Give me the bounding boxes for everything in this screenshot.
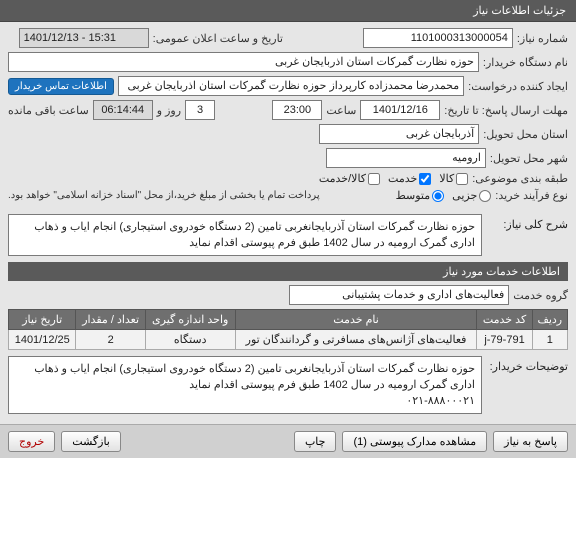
field-deadline-date: 1401/12/16 bbox=[360, 100, 440, 120]
farayand-group: جزیی متوسط bbox=[396, 189, 492, 202]
rdo-motavaset-wrap[interactable]: متوسط bbox=[396, 189, 445, 202]
grid-cell: فعالیت‌های آژانس‌های مسافرتی و گردانندگا… bbox=[235, 330, 477, 350]
grid-cell: j-79-791 bbox=[477, 330, 532, 350]
chk-kala-lbl: کالا bbox=[439, 172, 454, 185]
services-grid: ردیفکد خدمتنام خدمتواحد اندازه گیریتعداد… bbox=[8, 309, 568, 350]
tabaghe-group: کالا خدمت کالا/خدمت bbox=[319, 172, 468, 185]
grid-col-header: کد خدمت bbox=[477, 310, 532, 330]
btn-contact-buyer[interactable]: اطلاعات تماس خریدار bbox=[8, 78, 114, 95]
chk-kalakhedmat[interactable] bbox=[368, 173, 380, 185]
panel-header: جزئیات اطلاعات نیاز bbox=[0, 0, 576, 22]
btn-back[interactable]: بازگشت bbox=[61, 431, 121, 452]
field-group-service: فعالیت‌های اداری و خدمات پشتیبانی bbox=[289, 285, 509, 305]
field-publish-dt: 1401/12/13 - 15:31 bbox=[19, 28, 149, 48]
grid-col-header: واحد اندازه گیری bbox=[145, 310, 235, 330]
lbl-requester: ایجاد کننده درخواست: bbox=[468, 80, 568, 93]
lbl-group-service: گروه خدمت bbox=[513, 289, 568, 302]
grid-cell: دستگاه bbox=[145, 330, 235, 350]
btn-reply-need[interactable]: پاسخ به نیاز bbox=[493, 431, 568, 452]
rdo-jozi-lbl: جزیی bbox=[452, 189, 477, 202]
lbl-tabaghe: طبقه بندی موضوعی: bbox=[472, 172, 568, 185]
lbl-no-farayand: نوع فرآیند خرید: bbox=[495, 189, 568, 202]
grid-cell: 1401/12/25 bbox=[9, 330, 76, 350]
section-info-services: اطلاعات خدمات مورد نیاز bbox=[8, 262, 568, 281]
chk-khedmat[interactable] bbox=[419, 173, 431, 185]
grid-cell: 1 bbox=[532, 330, 567, 350]
field-tahvil-city: ارومیه bbox=[326, 148, 486, 168]
lbl-need-no: شماره نیاز: bbox=[517, 32, 568, 45]
lbl-publish-dt: تاریخ و ساعت اعلان عمومی: bbox=[153, 32, 283, 45]
lbl-rooz-o: روز و bbox=[157, 104, 181, 117]
field-time-remain: 06:14:44 bbox=[93, 100, 153, 120]
lbl-saat-1: ساعت bbox=[326, 104, 356, 117]
lbl-farayand-note: پرداخت تمام یا بخشی از مبلغ خرید،از محل … bbox=[8, 190, 320, 201]
grid-col-header: نام خدمت bbox=[235, 310, 477, 330]
chk-khedmat-wrap[interactable]: خدمت bbox=[388, 172, 431, 185]
lbl-buyer-unit: نام دستگاه خریدار: bbox=[483, 56, 568, 69]
btn-print[interactable]: چاپ bbox=[294, 431, 337, 452]
grid-col-header: ردیف bbox=[532, 310, 567, 330]
lbl-sharh-kolli: شرح کلی نیاز: bbox=[488, 214, 568, 231]
panel-body: شماره نیاز: 1101000313000054 تاریخ و ساع… bbox=[0, 22, 576, 424]
chk-kala[interactable] bbox=[456, 173, 468, 185]
btn-view-docs[interactable]: مشاهده مدارک پیوستی (1) bbox=[342, 431, 487, 452]
grid-col-header: تعداد / مقدار bbox=[76, 310, 145, 330]
chk-kalakhedmat-lbl: کالا/خدمت bbox=[319, 172, 366, 185]
rdo-motavaset[interactable] bbox=[432, 190, 444, 202]
lbl-reply-deadline: مهلت ارسال پاسخ: تا تاریخ: bbox=[444, 104, 568, 117]
field-days-remain: 3 bbox=[185, 100, 215, 120]
chk-khedmat-lbl: خدمت bbox=[388, 172, 417, 185]
panel-title: جزئیات اطلاعات نیاز bbox=[473, 5, 566, 17]
grid-col-header: تاریخ نیاز bbox=[9, 310, 76, 330]
grid-cell: 2 bbox=[76, 330, 145, 350]
lbl-tozihat: توضیحات خریدار: bbox=[488, 356, 568, 373]
field-buyer-unit: حوزه نظارت گمرکات استان اذربایجان غربی bbox=[8, 52, 479, 72]
field-sharh-kolli: حوزه نظارت گمرکات استان آذربایجانغربی تا… bbox=[8, 214, 482, 256]
chk-kalakhedmat-wrap[interactable]: کالا/خدمت bbox=[319, 172, 380, 185]
lbl-tahvil-state: استان محل تحویل: bbox=[483, 128, 568, 141]
rdo-motavaset-lbl: متوسط bbox=[396, 189, 431, 202]
lbl-tahvil-city: شهر محل تحویل: bbox=[490, 152, 568, 165]
field-tozihat: حوزه نظارت گمرکات استان آذربایجانغربی تا… bbox=[8, 356, 482, 414]
rdo-jozi[interactable] bbox=[479, 190, 491, 202]
field-tahvil-state: آذربایجان غربی bbox=[319, 124, 479, 144]
chk-kala-wrap[interactable]: کالا bbox=[439, 172, 468, 185]
table-row: 1j-79-791فعالیت‌های آژانس‌های مسافرتی و … bbox=[9, 330, 568, 350]
footer-bar: پاسخ به نیاز مشاهده مدارک پیوستی (1) چاپ… bbox=[0, 424, 576, 458]
field-need-no: 1101000313000054 bbox=[363, 28, 513, 48]
field-requester: محمدرضا محمدزاده کارپرداز حوزه نظارت گمر… bbox=[118, 76, 464, 96]
rdo-jozi-wrap[interactable]: جزیی bbox=[452, 189, 491, 202]
btn-exit[interactable]: خروج bbox=[8, 431, 55, 452]
lbl-remain: ساعت باقی مانده bbox=[8, 104, 89, 117]
field-deadline-time: 23:00 bbox=[272, 100, 322, 120]
